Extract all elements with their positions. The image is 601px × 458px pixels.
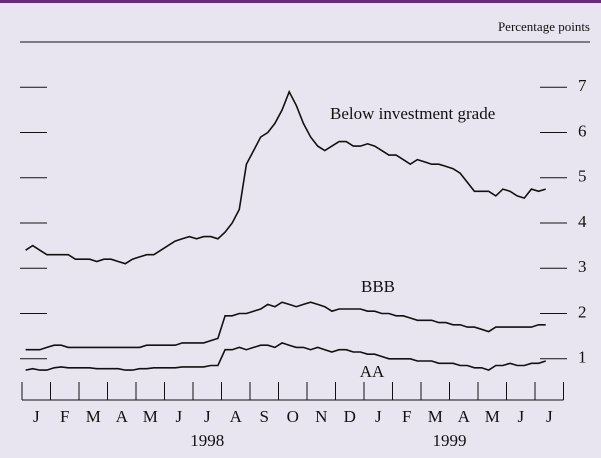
unit-label: Percentage points <box>498 19 590 34</box>
x-tick-label: D <box>344 407 356 426</box>
x-tick-label: F <box>402 407 411 426</box>
x-tick-label: M <box>86 407 101 426</box>
y-tick-label: 7 <box>578 76 587 95</box>
x-tick-label: A <box>230 407 243 426</box>
series-line <box>25 301 546 351</box>
y-tick-label: 1 <box>578 348 587 367</box>
x-tick-label: J <box>33 407 40 426</box>
x-tick-label: J <box>175 407 182 426</box>
series-line <box>25 342 546 371</box>
y-tick-label: 4 <box>578 212 587 231</box>
top-rule <box>0 0 601 3</box>
year-label: 1999 <box>433 431 467 450</box>
series-line <box>25 89 546 265</box>
x-tick-label: N <box>315 407 327 426</box>
x-tick-label: M <box>428 407 443 426</box>
y-tick-label: 3 <box>578 257 587 276</box>
x-tick-label: J <box>204 407 211 426</box>
x-tick-label: M <box>485 407 500 426</box>
x-tick-label: J <box>517 407 524 426</box>
x-tick-label: M <box>143 407 158 426</box>
x-tick-label: O <box>287 407 299 426</box>
y-tick-label: 6 <box>578 121 587 140</box>
x-tick-label: F <box>60 407 69 426</box>
x-tick-label: J <box>375 407 382 426</box>
x-tick-label: S <box>260 407 269 426</box>
y-tick-label: 5 <box>578 167 587 186</box>
x-tick-label: J <box>546 407 553 426</box>
series-label: AA <box>360 362 385 381</box>
year-label: 1998 <box>190 431 224 450</box>
x-tick-label: A <box>458 407 471 426</box>
y-tick-label: 2 <box>578 302 587 321</box>
series-label: BBB <box>361 277 395 296</box>
series-label: Below investment grade <box>330 104 495 123</box>
x-tick-label: A <box>116 407 129 426</box>
